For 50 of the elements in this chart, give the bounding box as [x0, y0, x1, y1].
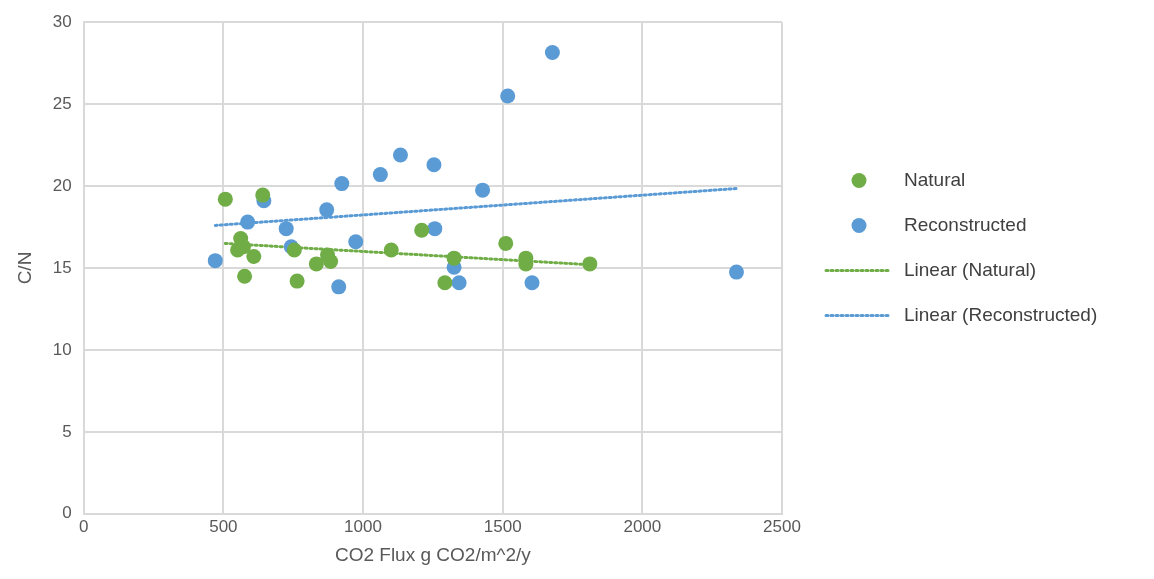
point: [437, 275, 453, 291]
x-tick-label: 1500: [483, 516, 522, 536]
point: [524, 275, 540, 291]
point: [426, 157, 442, 173]
legend-label: Natural: [904, 168, 966, 190]
x-tick-label: 500: [209, 516, 238, 536]
point: [323, 253, 339, 269]
point: [427, 221, 443, 237]
point: [237, 268, 253, 284]
point: [331, 279, 347, 295]
point: [582, 256, 598, 272]
point: [240, 214, 256, 230]
y-tick-label: 15: [52, 257, 72, 277]
point: [308, 256, 324, 272]
point: [319, 202, 335, 218]
point: [500, 88, 516, 104]
point: [334, 176, 350, 192]
point: [451, 275, 467, 291]
point: [414, 222, 430, 238]
point: [544, 45, 560, 61]
x-tick-label: 2500: [763, 516, 801, 536]
y-tick-label: 5: [62, 421, 72, 441]
point: [278, 221, 294, 237]
y-tick-label: 25: [52, 93, 72, 113]
point: [498, 235, 514, 251]
point: [230, 242, 246, 258]
legend-label: Reconstructed: [904, 213, 1027, 235]
point: [392, 147, 408, 163]
point: [728, 264, 744, 280]
point: [217, 191, 233, 207]
legend-label: Linear (Reconstructed): [904, 303, 1098, 325]
y-tick-label: 30: [52, 11, 72, 31]
x-axis-title: CO2 Flux g CO2/m^2/y: [334, 543, 532, 565]
y-tick-label: 0: [62, 503, 72, 523]
point: [372, 167, 388, 183]
y-tick-label: 10: [52, 339, 72, 359]
point: [446, 250, 462, 266]
y-axis-title: C/N: [13, 251, 35, 285]
x-tick-label: 2000: [623, 516, 662, 536]
x-tick-label: 1000: [344, 516, 382, 536]
point: [475, 182, 491, 198]
legend-label: Linear (Natural): [904, 258, 1036, 280]
point: [348, 234, 364, 250]
point: [246, 249, 262, 265]
point: [383, 242, 399, 258]
y-tick-label: 20: [52, 175, 72, 195]
point: [207, 253, 223, 269]
point: [289, 273, 305, 289]
point: [255, 187, 271, 203]
x-tick-label: 0: [78, 516, 89, 536]
